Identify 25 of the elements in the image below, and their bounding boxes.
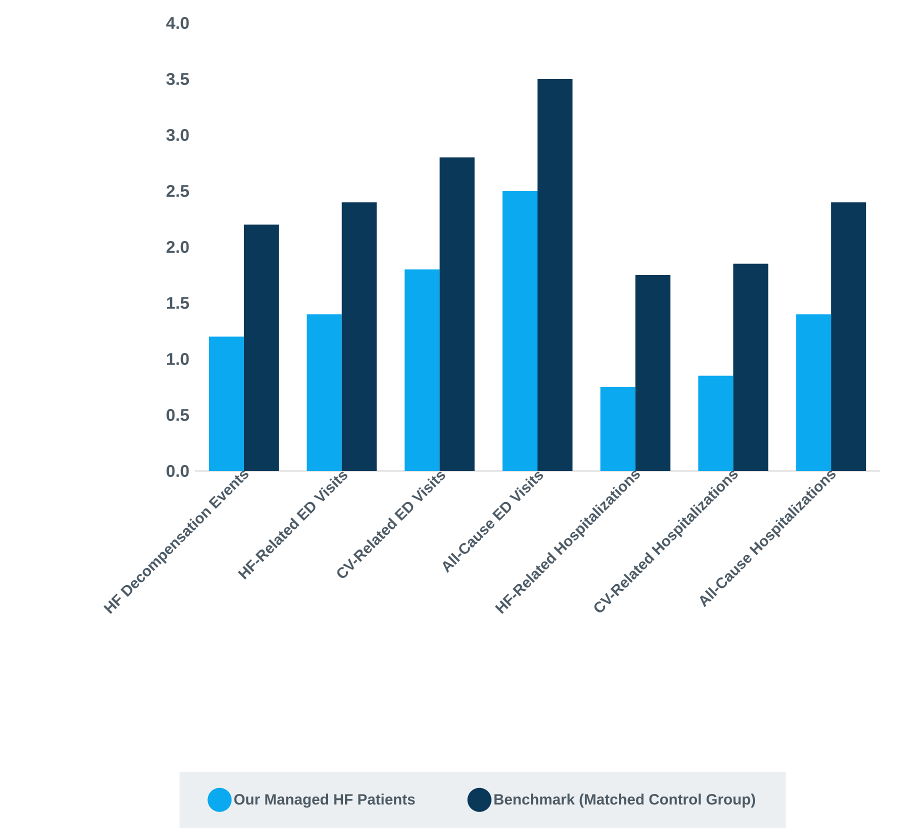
bar xyxy=(635,275,670,471)
y-tick-label: 2.5 xyxy=(166,185,190,197)
y-tick-label: 1.0 xyxy=(167,353,189,365)
y-tick-label: 2.0 xyxy=(166,241,189,253)
y-tick-label: 4.0 xyxy=(166,17,189,29)
y-tick-label: 3.0 xyxy=(166,128,189,142)
bar xyxy=(796,314,832,471)
bar xyxy=(244,224,279,471)
bar xyxy=(404,269,440,471)
bar xyxy=(342,202,377,471)
bar xyxy=(306,314,342,471)
bar xyxy=(208,336,244,471)
legend-label: Benchmark (Matched Control Group) xyxy=(494,794,756,808)
bar xyxy=(600,387,636,471)
bar xyxy=(831,202,866,471)
bar xyxy=(502,191,538,471)
y-tick-label: 1.5 xyxy=(167,297,190,309)
bar xyxy=(440,157,475,471)
y-tick-label: 0.0 xyxy=(166,465,189,477)
bar xyxy=(698,376,734,471)
y-tick-label: 0.5 xyxy=(166,409,190,421)
bar xyxy=(733,264,768,471)
legend-label: Our Managed HF Patients xyxy=(234,794,415,808)
bar xyxy=(538,78,573,471)
y-tick-label: 3.5 xyxy=(166,72,190,86)
